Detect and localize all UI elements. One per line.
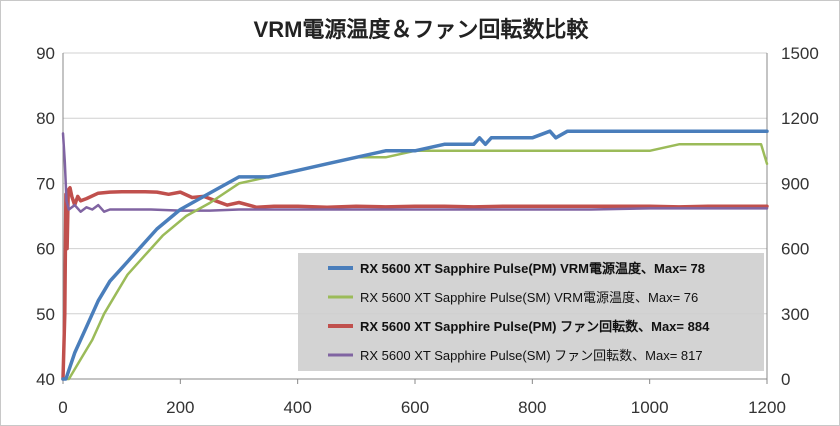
- y-tick-label: 70: [36, 174, 55, 193]
- legend-entry: RX 5600 XT Sapphire Pulse(PM) ファン回転数、Max…: [360, 319, 710, 334]
- chart-title: VRM電源温度＆ファン回転数比較: [254, 17, 590, 42]
- x-tick-label: 0: [58, 398, 67, 417]
- x-tick-label: 800: [518, 398, 546, 417]
- x-tick-label: 600: [401, 398, 429, 417]
- series-lines: [61, 129, 769, 381]
- series-line-4: [61, 132, 769, 213]
- y-tick-label: 60: [36, 240, 55, 259]
- y2-tick-label: 300: [781, 305, 809, 324]
- y-tick-label: 90: [36, 44, 55, 63]
- x-tick-label: 400: [283, 398, 311, 417]
- x-tick-label: 200: [166, 398, 194, 417]
- series-line-3: [61, 185, 769, 381]
- y2-tick-label: 1200: [781, 109, 819, 128]
- legend-entry: RX 5600 XT Sapphire Pulse(SM) ファン回転数、Max…: [360, 348, 703, 363]
- y2-tick-label: 1500: [781, 44, 819, 63]
- legend: RX 5600 XT Sapphire Pulse(PM) VRM電源温度、Ma…: [298, 253, 764, 371]
- legend-entry: RX 5600 XT Sapphire Pulse(PM) VRM電源温度、Ma…: [360, 261, 705, 276]
- y2-tick-label: 900: [781, 174, 809, 193]
- y2-tick-label: 600: [781, 240, 809, 259]
- y2-tick-label: 0: [781, 370, 790, 389]
- legend-box: [298, 253, 764, 371]
- y-tick-label: 40: [36, 370, 55, 389]
- legend-entry: RX 5600 XT Sapphire Pulse(SM) VRM電源温度、Ma…: [360, 290, 698, 305]
- y-tick-label: 80: [36, 109, 55, 128]
- series-line-1: [61, 129, 769, 381]
- x-tick-label: 1000: [631, 398, 669, 417]
- x-tick-label: 1200: [748, 398, 786, 417]
- y-tick-label: 50: [36, 305, 55, 324]
